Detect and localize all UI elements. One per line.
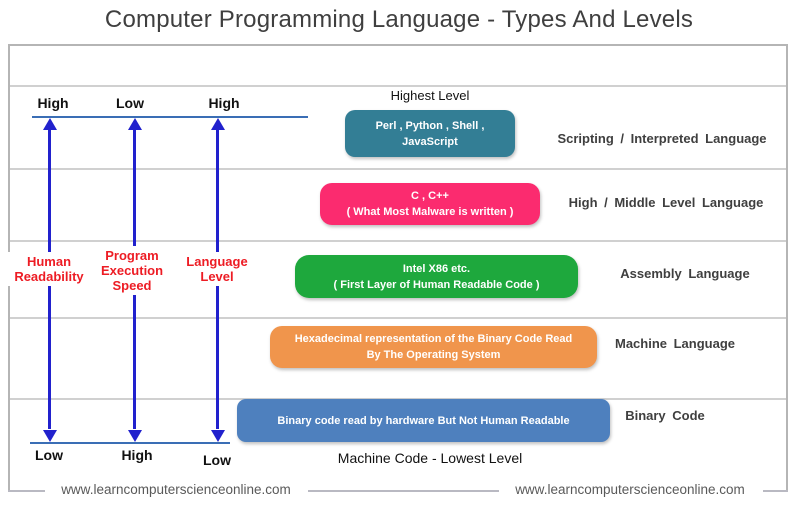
box-text-line: JavaScript	[402, 135, 458, 148]
axis-bottom-label-low-1: Low	[35, 447, 63, 463]
arrow-down-icon	[43, 430, 57, 442]
row-divider	[10, 240, 786, 242]
axis-bottom-line	[30, 442, 230, 444]
arrow-down-icon	[128, 430, 142, 442]
metric-program-execution-speed: Program Execution Speed	[93, 246, 171, 295]
axis-bottom-label-high: High	[121, 447, 153, 463]
footer-url-right: www.learncomputerscienceonline.com	[499, 482, 761, 497]
category-label-binary: Binary Code	[625, 408, 705, 423]
metric-line: Execution	[100, 263, 164, 278]
row-divider	[10, 317, 786, 319]
category-label-assembly: Assembly Language	[620, 266, 750, 281]
language-box-c-cpp: C , C++ ( What Most Malware is written )	[320, 183, 540, 225]
box-text-line: ( What Most Malware is written )	[346, 206, 514, 218]
category-label-high-middle: High / Middle Level Language	[568, 195, 764, 210]
footer-url-left: www.learncomputerscienceonline.com	[45, 482, 307, 497]
axis-top-label-high-2: High	[208, 95, 240, 111]
metric-line: Language	[186, 254, 248, 269]
arrow-down-icon	[211, 430, 225, 442]
metric-line: Program	[105, 248, 159, 263]
arrow-up-icon	[211, 118, 225, 130]
box-text-line: Hexadecimal representation of the Binary…	[294, 333, 573, 345]
metric-language-level: Language Level	[178, 252, 256, 286]
arrow-up-icon	[43, 118, 57, 130]
box-text-line: Intel X86 etc.	[402, 262, 471, 275]
bottom-border-segment	[763, 490, 788, 492]
bottom-border-segment	[308, 490, 500, 492]
annotation-highest-level: Highest Level	[390, 88, 470, 103]
axis-top-line	[32, 116, 308, 118]
category-label-scripting: Scripting / Interpreted Language	[557, 131, 767, 146]
category-label-machine: Machine Language	[614, 336, 736, 351]
box-text-line: Binary code read by hardware But Not Hum…	[277, 414, 570, 427]
language-box-machine: Hexadecimal representation of the Binary…	[270, 326, 597, 368]
row-divider	[10, 85, 786, 87]
metric-human-readability: Human Readability	[6, 252, 92, 286]
box-text-line: By The Operating System	[366, 349, 501, 361]
axis-top-label-high-1: High	[37, 95, 69, 111]
language-box-scripting: Perl , Python , Shell , JavaScript	[345, 110, 515, 157]
metric-line: Readability	[14, 269, 84, 284]
axis-bottom-label-low-2: Low	[203, 452, 231, 468]
bottom-border-segment	[8, 490, 46, 492]
metric-line: Speed	[112, 278, 152, 293]
box-text-line: C , C++	[411, 190, 449, 202]
language-box-assembly: Intel X86 etc. ( First Layer of Human Re…	[295, 255, 578, 298]
metric-line: Human	[26, 254, 72, 269]
annotation-machine-code-lowest-level: Machine Code - Lowest Level	[337, 450, 523, 466]
box-text-line: ( First Layer of Human Readable Code )	[333, 278, 540, 291]
row-divider	[10, 168, 786, 170]
arrow-up-icon	[128, 118, 142, 130]
box-text-line: Perl , Python , Shell ,	[375, 119, 485, 132]
language-box-binary: Binary code read by hardware But Not Hum…	[237, 399, 610, 442]
metric-line: Level	[200, 269, 234, 284]
page-title: Computer Programming Language - Types An…	[104, 6, 694, 33]
axis-top-label-low: Low	[116, 95, 144, 111]
